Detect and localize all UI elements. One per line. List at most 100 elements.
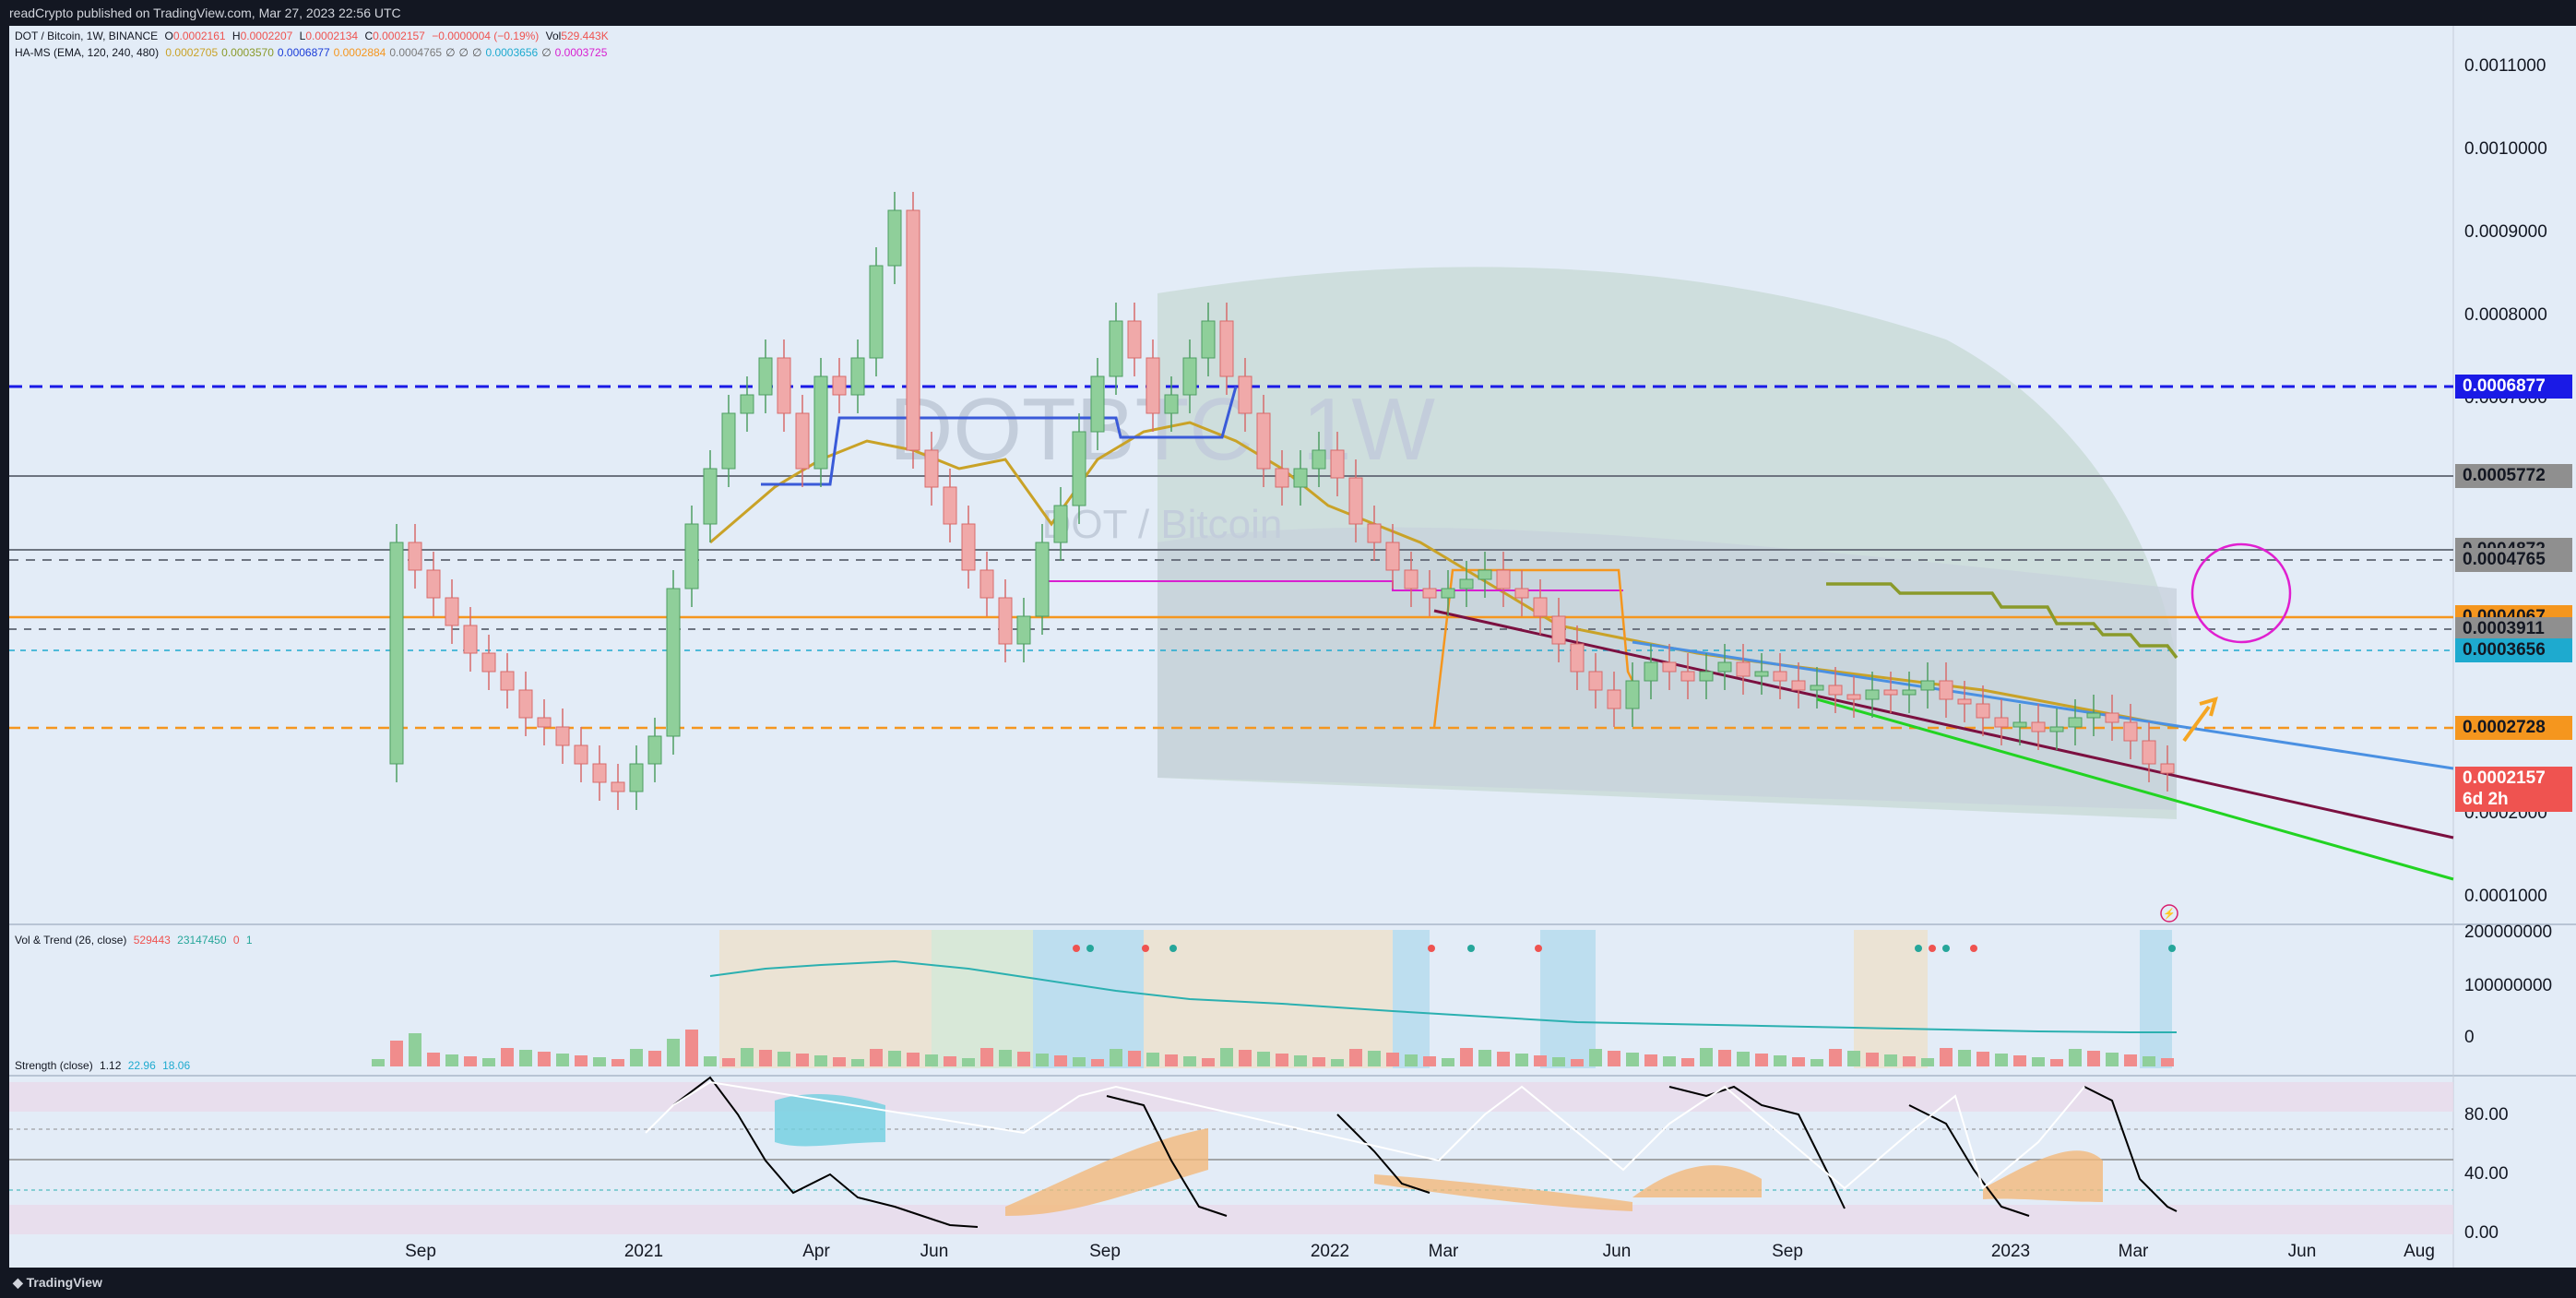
candle-body <box>389 542 404 765</box>
flash-glyph: ⚡ <box>2163 908 2176 920</box>
tradingview-logo[interactable]: ◆ TradingView <box>13 1275 102 1290</box>
price-label: 0.0005772 <box>2455 464 2572 488</box>
candle-body <box>961 523 976 571</box>
volume-bar <box>1884 1054 1897 1066</box>
orange-step-line[interactable] <box>1432 568 1639 729</box>
hams-value: 0.0002705 <box>165 46 219 59</box>
time-tick: Apr <box>802 1242 830 1261</box>
volume-bar <box>980 1048 993 1066</box>
volume-bar <box>390 1041 403 1066</box>
chart-svg[interactable]: DOTBTC, 1W DOT / Bitcoin ⚡ <box>9 26 2576 1268</box>
trendline-blue[interactable] <box>1632 640 2454 770</box>
hams-legend[interactable]: HA-MS (EMA, 120, 240, 480) 0.0002705 0.00… <box>15 46 607 59</box>
step-line-olive[interactable] <box>1826 582 2178 660</box>
candle-body <box>832 375 847 396</box>
candle-body <box>1883 689 1898 696</box>
candle-body <box>1920 680 1935 691</box>
volume-bar <box>2069 1049 2082 1066</box>
candle-body <box>1293 468 1308 488</box>
price-label: 6d 2h <box>2455 788 2572 812</box>
candle-body <box>1791 680 1806 691</box>
volume-bar <box>445 1054 458 1066</box>
volume-bar <box>685 1030 698 1066</box>
candle-body <box>924 449 939 488</box>
candle-body <box>887 209 902 267</box>
candle-body <box>1459 578 1474 589</box>
time-tick: Jun <box>2288 1242 2317 1261</box>
volume-bar <box>1054 1055 1067 1066</box>
candle-body <box>1551 615 1566 645</box>
price-tick: 0.0008000 <box>2464 305 2547 325</box>
vol-trend-v2: 23147450 <box>177 934 227 947</box>
candle-body <box>1902 689 1917 696</box>
candle-body <box>1717 661 1732 673</box>
volume-markers <box>1073 945 2176 952</box>
candles-group[interactable] <box>389 192 2175 810</box>
candle-body <box>2012 721 2027 728</box>
trendline-green[interactable] <box>1816 697 2454 881</box>
time-axis[interactable]: Sep 2021 Apr Jun Sep 2022 Mar Jun Sep 2023 Mar Jun A… <box>405 1242 2435 1261</box>
volume-bar <box>1700 1048 1713 1066</box>
volume-bar <box>1958 1050 1971 1066</box>
volume-bar <box>1515 1054 1528 1066</box>
trendline-maroon[interactable] <box>1433 609 2454 840</box>
strength-fill-cyan <box>775 1094 885 1147</box>
candle-body <box>684 523 699 589</box>
volume-bar <box>778 1052 790 1066</box>
chart-area[interactable]: DOTBTC, 1W DOT / Bitcoin ⚡ <box>9 26 2576 1268</box>
volume-bar <box>1626 1053 1639 1066</box>
signal-marker <box>2168 945 2176 952</box>
volume-bar <box>1663 1056 1676 1066</box>
volume-bar <box>1571 1059 1584 1066</box>
signal-marker <box>1467 945 1475 952</box>
volume-bar <box>1442 1058 1454 1066</box>
candle-body <box>906 209 920 451</box>
watermark-name: DOT / Bitcoin <box>1042 502 1283 547</box>
candle-body <box>1644 661 1658 682</box>
candle-body <box>1570 643 1585 673</box>
volume-bar <box>1183 1056 1196 1066</box>
volume-bar <box>1810 1059 1823 1066</box>
strength-legend[interactable]: Strength (close) 1.12 22.96 18.06 <box>15 1059 190 1072</box>
candle-body <box>500 671 515 691</box>
candle-body <box>1201 320 1216 359</box>
open-label: O <box>164 30 173 42</box>
trend-band <box>1540 930 1596 1068</box>
flash-icon[interactable] <box>2160 904 2178 923</box>
volume-bar <box>1146 1053 1159 1066</box>
hams-value: ∅ <box>458 46 469 59</box>
time-tick: Jun <box>920 1242 949 1261</box>
signal-marker <box>1929 945 1936 952</box>
volume-bar <box>1091 1059 1104 1066</box>
volume-bar <box>1737 1052 1750 1066</box>
strength-fill-orange <box>1983 1150 2103 1202</box>
candle-body <box>1256 412 1271 470</box>
candle-body <box>869 265 884 359</box>
candle-body <box>463 625 478 654</box>
arrow-annotation-icon[interactable] <box>2182 697 2218 743</box>
vol-trend-label: Vol & Trend (26, close) <box>15 934 127 947</box>
candle-body <box>2160 763 2175 774</box>
candle-body <box>1238 375 1252 414</box>
volume-bar <box>1608 1051 1620 1066</box>
volume-bar <box>1220 1048 1233 1066</box>
trend-band <box>1144 930 1393 1068</box>
volume-bar <box>1644 1054 1657 1066</box>
volume-bar <box>575 1055 588 1066</box>
vol-legend[interactable]: Vol & Trend (26, close) 529443 23147450 … <box>15 934 253 947</box>
volume-bar <box>870 1049 883 1066</box>
candle-body <box>1404 569 1419 589</box>
vol-trend-v4: 1 <box>245 934 253 947</box>
volume-bar <box>667 1039 680 1066</box>
strength-label: Strength (close) <box>15 1059 93 1072</box>
hams-value: 0.0002884 <box>333 46 386 59</box>
candle-body <box>1164 394 1179 414</box>
volume-bar <box>2161 1058 2174 1066</box>
volume-bar <box>741 1048 754 1066</box>
strength-tick: 80.00 <box>2464 1105 2509 1125</box>
step-line-blue[interactable] <box>761 386 1238 486</box>
circle-annotation[interactable] <box>2190 542 2292 644</box>
symbol-legend[interactable]: DOT / Bitcoin, 1W, BINANCE O0.0002161 H0… <box>15 30 609 42</box>
strength-v1: 1.12 <box>100 1059 122 1072</box>
candle-body <box>1496 569 1511 589</box>
